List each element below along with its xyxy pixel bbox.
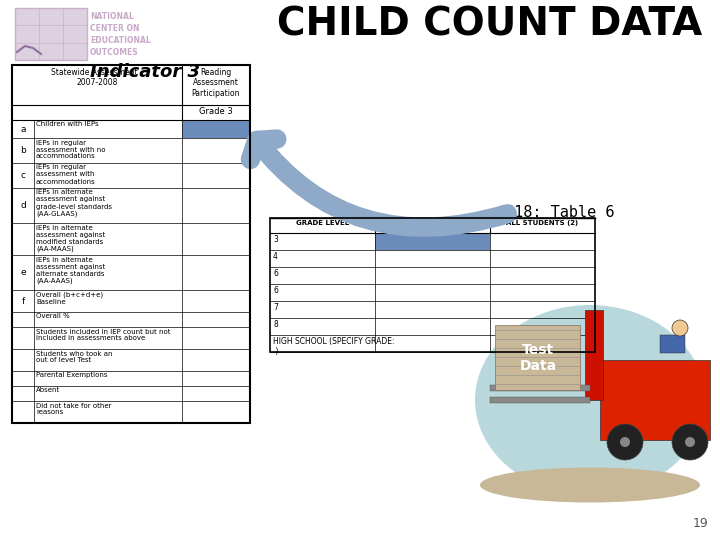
Text: 3: 3 [273, 235, 278, 244]
Text: a: a [20, 125, 26, 133]
Text: Overall (b+c+d+e)
Baseline: Overall (b+c+d+e) Baseline [36, 292, 103, 305]
Bar [585, 310, 603, 400]
Text: Parental Exemptions: Parental Exemptions [36, 373, 107, 379]
Text: c: c [20, 171, 25, 180]
Text: HIGH SCHOOL (SPECIFY GRADE:
 ): HIGH SCHOOL (SPECIFY GRADE: ) [273, 337, 395, 356]
Text: CHILD COUNT DATA: CHILD COUNT DATA [277, 5, 703, 43]
Text: Absent: Absent [36, 388, 60, 394]
Circle shape [607, 424, 643, 460]
Text: b: b [20, 146, 26, 155]
Ellipse shape [480, 468, 700, 503]
Text: Students who took an
out of level Test: Students who took an out of level Test [36, 350, 112, 363]
Bar [600, 360, 710, 440]
Text: Reading
Assessment
Participation: Reading Assessment Participation [192, 68, 240, 98]
Bar [490, 397, 590, 403]
Text: Did not take for other
reasons: Did not take for other reasons [36, 402, 112, 415]
Text: OUTCOMES: OUTCOMES [90, 48, 139, 57]
Circle shape [620, 437, 630, 447]
Text: 7: 7 [273, 303, 278, 312]
Text: Test
Data: Test Data [519, 343, 557, 373]
Bar [270, 218, 595, 352]
Text: 8: 8 [273, 320, 278, 329]
Bar [490, 385, 590, 391]
Text: 6: 6 [273, 269, 278, 278]
Text: Statewide Assessment –
2007-2008: Statewide Assessment – 2007-2008 [50, 68, 143, 87]
Text: e: e [20, 268, 26, 277]
Text: Indicator 3: Indicator 3 [90, 63, 200, 81]
Text: CENTER ON: CENTER ON [90, 24, 140, 33]
Text: Children with IEPs: Children with IEPs [36, 122, 99, 127]
Circle shape [685, 437, 695, 447]
Text: STUDENTS WITH IEPs (1): STUDENTS WITH IEPs (1) [384, 220, 482, 226]
Bar [15, 8, 87, 60]
Text: IEPs in alternate
assessment against
modified standards
(AA-MAAS): IEPs in alternate assessment against mod… [36, 225, 105, 252]
Text: GRADE LEVEL: GRADE LEVEL [296, 220, 349, 226]
Bar [660, 335, 685, 353]
Text: 4: 4 [273, 252, 278, 261]
Text: Grade 3: Grade 3 [199, 107, 233, 116]
Text: Students included in IEP count but not
included in assessments above: Students included in IEP count but not i… [36, 328, 171, 341]
Text: 6: 6 [273, 286, 278, 295]
Text: ALL STUDENTS (2): ALL STUDENTS (2) [506, 220, 579, 226]
Text: 19: 19 [692, 517, 708, 530]
Bar [375, 233, 490, 250]
Text: NATIONAL: NATIONAL [90, 12, 134, 21]
Bar [182, 120, 250, 138]
Text: IEPs in regular
assessment with
accommodations: IEPs in regular assessment with accommod… [36, 165, 96, 185]
Text: 618: Table 6: 618: Table 6 [505, 205, 615, 220]
Text: IEPs in regular
assessment with no
accommodations: IEPs in regular assessment with no accom… [36, 139, 106, 159]
Text: IEPs in alternate
assessment against
grade-level standards
(AA-GLAAS): IEPs in alternate assessment against gra… [36, 190, 112, 217]
Text: f: f [22, 296, 24, 306]
Text: d: d [20, 201, 26, 210]
Bar [495, 325, 580, 390]
Text: IEPs in alternate
assessment against
alternate standards
(AA-AAAS): IEPs in alternate assessment against alt… [36, 256, 105, 284]
Bar [12, 65, 250, 423]
Text: EDUCATIONAL: EDUCATIONAL [90, 36, 150, 45]
Ellipse shape [475, 305, 705, 495]
Circle shape [672, 424, 708, 460]
Text: Overall %: Overall % [36, 314, 70, 320]
Circle shape [672, 320, 688, 336]
